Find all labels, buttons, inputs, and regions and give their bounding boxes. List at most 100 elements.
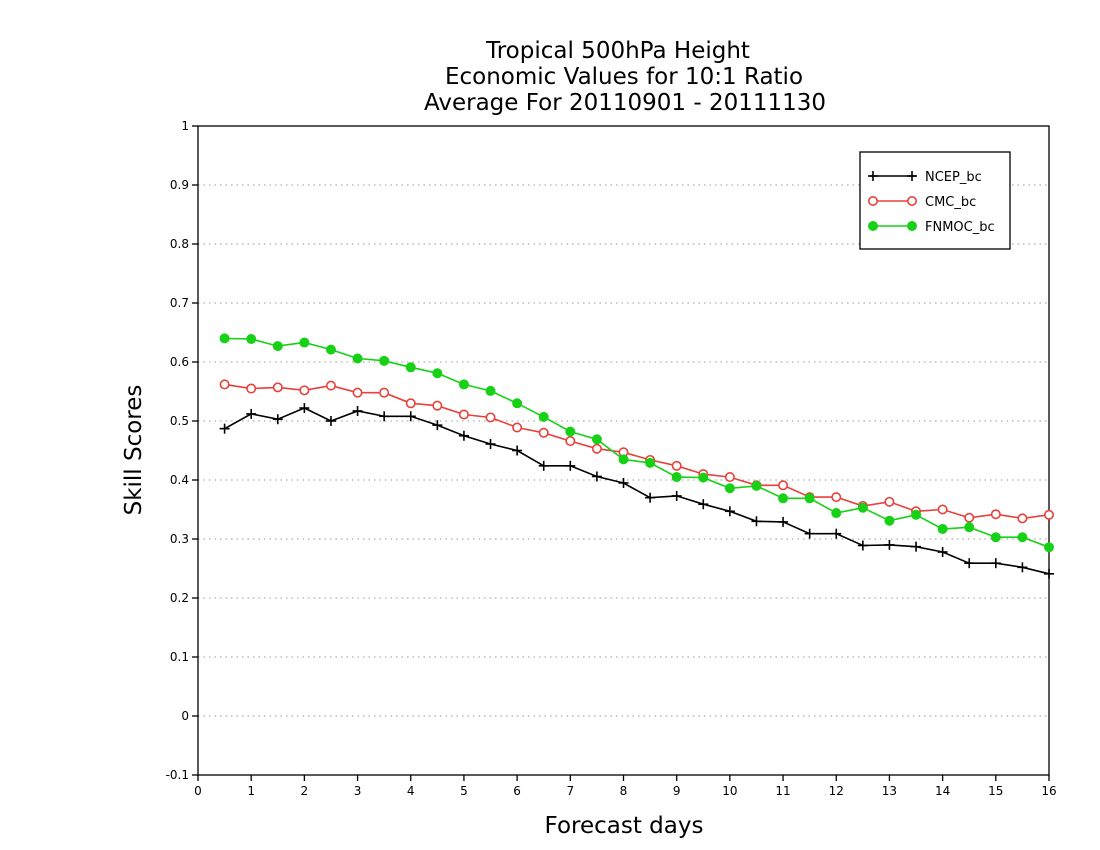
legend: NCEP_bc CMC_bc FNMOC_bc [859, 151, 1011, 250]
data-point-plus [937, 546, 948, 557]
data-point-open-circle [990, 509, 1001, 520]
title-line-3: Average For 20110901 - 20111130 [424, 90, 826, 116]
data-point-filled-circle [512, 398, 523, 409]
x-tick-label: 16 [1041, 784, 1056, 798]
data-point-open-circle [405, 398, 416, 409]
data-point-filled-circle [219, 333, 230, 344]
data-point-plus [219, 423, 230, 434]
series-lines [219, 333, 1055, 579]
data-point-filled-circle [990, 532, 1001, 543]
data-point-plus [751, 516, 762, 527]
data-point-filled-circle [325, 344, 336, 355]
data-point-filled-circle [937, 523, 948, 534]
data-point-filled-circle [868, 221, 878, 231]
data-point-plus [246, 408, 257, 419]
series-line [224, 337, 1050, 549]
title-line-2: Economic Values for 10:1 Ratio [445, 64, 803, 90]
series-line [224, 407, 1050, 575]
data-point-filled-circle [698, 472, 709, 483]
data-point-filled-circle [565, 426, 576, 437]
x-tick-label: 3 [354, 784, 362, 798]
data-point-plus [485, 439, 496, 450]
data-point-open-circle [591, 443, 602, 454]
data-point-filled-circle [911, 509, 922, 520]
data-point-filled-circle [485, 385, 496, 396]
data-point-open-circle [964, 512, 975, 523]
x-tick-label: 8 [620, 784, 628, 798]
data-point-plus [671, 490, 682, 501]
data-point-filled-circle [671, 472, 682, 483]
y-tick-label: 0.7 [170, 296, 189, 310]
data-point-plus [591, 471, 602, 482]
x-axis-label: Forecast days [545, 813, 704, 839]
data-point-filled-circle [831, 508, 842, 519]
data-point-open-circle [937, 504, 948, 515]
data-point-filled-circle [246, 333, 257, 344]
y-tick-label: 0 [181, 709, 189, 723]
x-tick-label: 4 [407, 784, 415, 798]
data-point-plus [804, 528, 815, 539]
data-point-open-circle [272, 382, 283, 393]
chart-title: Tropical 500hPa Height Economic Values f… [424, 38, 826, 116]
x-tick-label: 1 [247, 784, 255, 798]
data-point-filled-circle [1044, 542, 1054, 553]
y-tick-label: 0.3 [170, 532, 189, 546]
data-point-filled-circle [272, 341, 283, 352]
data-point-plus [352, 405, 363, 416]
data-point-filled-circle [538, 411, 549, 422]
axis-ticks: -0.100.10.20.30.40.50.60.70.80.910 1 2 3 4 5 6… [166, 119, 1057, 798]
x-tick-label: 14 [935, 784, 950, 798]
data-point-open-circle [299, 385, 310, 396]
data-point-open-circle [458, 409, 469, 420]
data-point-filled-circle [804, 493, 815, 504]
data-point-plus [868, 171, 878, 181]
series-ncep-bc [219, 403, 1054, 579]
data-point-plus [299, 403, 310, 414]
data-point-plus [831, 528, 842, 539]
x-tick-label: 13 [882, 784, 897, 798]
data-point-plus [778, 516, 789, 527]
x-tick-label: 7 [566, 784, 574, 798]
data-point-filled-circle [591, 434, 602, 445]
y-tick-label: 0.5 [170, 414, 189, 428]
data-point-plus [698, 499, 709, 510]
x-tick-label: 11 [775, 784, 790, 798]
data-point-open-circle [352, 387, 363, 398]
data-point-open-circle [246, 383, 257, 394]
data-point-filled-circle [724, 483, 735, 494]
x-tick-label: 6 [513, 784, 521, 798]
data-point-filled-circle [964, 522, 975, 533]
data-point-plus [565, 460, 576, 471]
data-point-open-circle [831, 492, 842, 503]
data-point-open-circle [512, 422, 523, 433]
series-line [224, 383, 1050, 520]
series-cmc-bc [219, 379, 1055, 524]
data-point-plus [379, 411, 390, 422]
data-point-plus [272, 414, 283, 425]
x-tick-label: 15 [988, 784, 1003, 798]
y-tick-label: 0.6 [170, 355, 189, 369]
data-point-plus [1017, 562, 1028, 573]
data-point-plus [512, 445, 523, 456]
data-point-plus [964, 558, 975, 569]
data-point-open-circle [379, 387, 390, 398]
y-tick-label: 0.9 [170, 178, 189, 192]
data-point-open-circle [1017, 513, 1028, 524]
y-tick-label: 0.2 [170, 591, 189, 605]
data-point-open-circle [671, 460, 682, 471]
data-point-filled-circle [778, 493, 789, 504]
data-point-open-circle [906, 196, 917, 207]
data-point-filled-circle [1017, 532, 1028, 543]
data-point-plus [724, 506, 735, 517]
data-point-filled-circle [645, 457, 656, 468]
legend-item: NCEP_bc [868, 170, 982, 185]
data-point-plus [618, 477, 629, 488]
data-point-filled-circle [751, 480, 762, 491]
data-point-plus [990, 558, 1001, 569]
y-tick-label: 0.4 [170, 473, 189, 487]
data-point-plus [907, 171, 917, 181]
x-tick-label: 5 [460, 784, 468, 798]
data-point-filled-circle [405, 362, 416, 373]
title-line-1: Tropical 500hPa Height [485, 38, 750, 64]
data-point-plus [911, 541, 922, 552]
